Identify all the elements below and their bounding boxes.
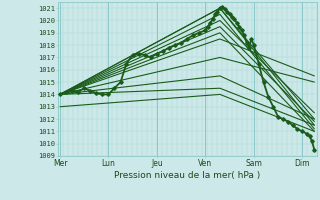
- X-axis label: Pression niveau de la mer( hPa ): Pression niveau de la mer( hPa ): [114, 171, 260, 180]
